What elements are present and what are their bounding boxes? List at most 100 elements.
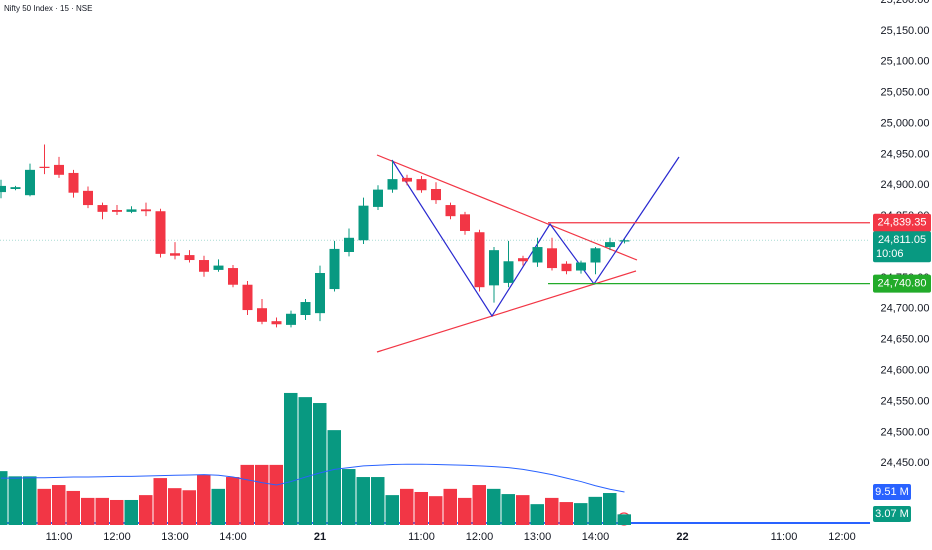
volume-ma-tag xyxy=(873,483,911,500)
price-level-label: 24,839.35 xyxy=(878,217,927,229)
candle-body xyxy=(0,185,6,193)
volume-bar xyxy=(530,504,544,525)
volume-bar xyxy=(545,497,559,525)
volume-bar xyxy=(182,490,196,525)
y-tick-label: 24,700.00 xyxy=(881,303,930,315)
candle-body xyxy=(271,321,282,325)
y-tick-label: 24,950.00 xyxy=(881,148,930,160)
candle-body xyxy=(10,187,21,189)
x-tick-label: 11:00 xyxy=(46,531,73,543)
x-tick-label: 14:00 xyxy=(219,531,247,543)
trendline xyxy=(376,270,637,353)
y-tick-label: 25,000.00 xyxy=(881,117,930,129)
volume-bar xyxy=(66,490,80,525)
candle-body xyxy=(547,248,557,269)
candle-body xyxy=(445,205,456,217)
volume-bar xyxy=(617,514,631,525)
volume-bar xyxy=(516,495,530,525)
y-tick-label: 24,500.00 xyxy=(881,426,930,438)
y-tick-label: 24,550.00 xyxy=(881,395,930,407)
candle-body xyxy=(344,237,354,252)
x-tick-label: 12:00 xyxy=(103,531,131,543)
candle-body xyxy=(373,189,383,207)
candle-body xyxy=(532,247,543,263)
volume-bar xyxy=(153,478,167,525)
volume-bar xyxy=(298,397,312,525)
volume-bar xyxy=(8,476,22,525)
volume-bar xyxy=(269,464,283,525)
volume-tag xyxy=(873,506,911,522)
x-tick-label: 11:00 xyxy=(771,531,798,543)
volume-label: 3.07 M xyxy=(875,508,909,520)
volume-bar xyxy=(284,392,298,525)
volume-bar xyxy=(574,503,588,525)
last-price-label-box xyxy=(873,231,931,263)
candle-body xyxy=(387,179,398,190)
y-tick-label: 24,450.00 xyxy=(881,457,930,469)
candle-body xyxy=(489,250,499,286)
x-tick-label: 11:00 xyxy=(408,531,435,543)
candle-body xyxy=(300,302,311,315)
volume-bar xyxy=(95,497,109,525)
candle-body xyxy=(199,260,209,272)
candle-body xyxy=(170,253,180,256)
x-tick-label: 14:00 xyxy=(582,531,610,543)
candle-body xyxy=(213,265,224,270)
candle-body xyxy=(561,263,572,272)
volume-bar xyxy=(197,474,211,525)
drawings xyxy=(376,154,680,353)
candle-body xyxy=(460,214,470,231)
candle-body xyxy=(503,261,514,283)
candle-body xyxy=(112,210,122,212)
x-tick-label: 22 xyxy=(676,531,688,543)
candle-body xyxy=(155,211,166,254)
volume-bar xyxy=(472,485,486,525)
y-tick-label: 24,900.00 xyxy=(881,179,930,191)
candle-body xyxy=(68,172,79,193)
candle-body xyxy=(576,262,586,271)
y-tick-label: 25,050.00 xyxy=(881,87,930,99)
volume-bar xyxy=(371,477,385,525)
candle-body xyxy=(329,248,340,290)
volume-ma-label: 9.51 M xyxy=(875,486,909,498)
volume-bar xyxy=(342,469,356,525)
candle-body xyxy=(257,308,267,322)
volume-bar xyxy=(414,491,428,525)
volume-bar xyxy=(356,477,370,525)
volume-bar xyxy=(559,502,573,525)
volume-bar xyxy=(240,464,254,525)
candle-body xyxy=(402,177,412,182)
price-level-label: 24,740.80 xyxy=(878,278,927,290)
candle-body xyxy=(97,205,108,212)
countdown: 10:06 xyxy=(876,248,904,260)
candle-body xyxy=(242,284,253,311)
volume-bar xyxy=(23,476,37,525)
volume-bar xyxy=(255,464,269,525)
candle-body xyxy=(126,209,137,212)
candle-body xyxy=(83,190,93,206)
volume-bar xyxy=(124,499,138,525)
x-tick-label: 12:00 xyxy=(828,531,856,543)
volume-bar xyxy=(429,496,443,525)
volume-bar xyxy=(603,493,617,525)
candle-body xyxy=(39,166,50,168)
zigzag xyxy=(391,156,680,318)
volume-bar xyxy=(400,488,414,525)
volume-bar xyxy=(226,477,240,525)
candle-body xyxy=(228,268,238,285)
volume-ma-line xyxy=(1,463,625,493)
volume-bar xyxy=(327,430,341,525)
y-tick-label: 25,150.00 xyxy=(881,25,930,37)
y-tick-label: 25,200.00 xyxy=(881,0,930,6)
volume-bar xyxy=(0,471,8,525)
volume-bar xyxy=(458,497,472,525)
price-level-label-box xyxy=(873,274,931,293)
volume-bar xyxy=(139,495,153,525)
candle-body xyxy=(25,169,35,196)
y-tick-label: 25,100.00 xyxy=(881,56,930,68)
candle-body xyxy=(416,179,427,191)
volume-bar xyxy=(313,403,327,525)
y-tick-label: 24,600.00 xyxy=(881,364,930,376)
